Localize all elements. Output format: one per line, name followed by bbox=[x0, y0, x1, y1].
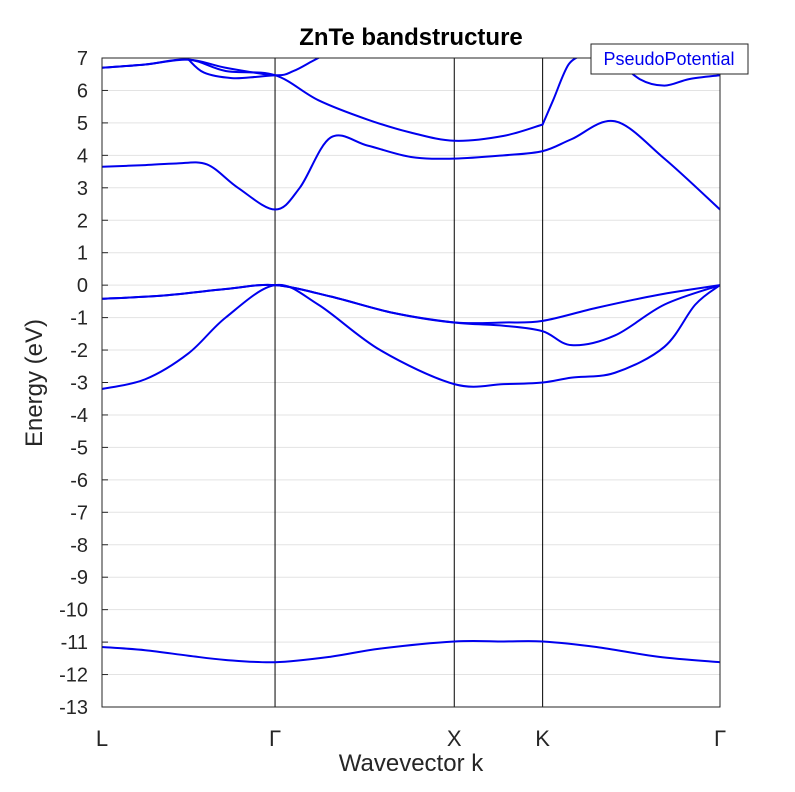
y-tick-label: -4 bbox=[70, 405, 88, 427]
y-tick-label: 7 bbox=[77, 48, 88, 70]
x-tick-label: Γ bbox=[269, 726, 281, 751]
y-tick-label: -2 bbox=[70, 340, 88, 362]
y-tick-label: 4 bbox=[77, 145, 88, 167]
chart-title: ZnTe bandstructure bbox=[299, 24, 523, 51]
x-axis-label: Wavevector k bbox=[339, 750, 484, 777]
y-tick-label: 0 bbox=[77, 275, 88, 297]
legend-box bbox=[590, 43, 749, 75]
y-tick-label: -11 bbox=[61, 632, 88, 654]
y-tick-label: -3 bbox=[70, 373, 88, 395]
y-tick-label: -5 bbox=[70, 437, 88, 459]
y-tick-label: 5 bbox=[77, 113, 88, 135]
band-line bbox=[102, 58, 544, 142]
band-curves bbox=[102, 58, 720, 664]
y-tick-label: -6 bbox=[70, 470, 88, 492]
band-line bbox=[102, 639, 720, 664]
y-tick-label: -7 bbox=[70, 502, 88, 524]
band-line bbox=[102, 283, 720, 390]
y-tick-label: 2 bbox=[77, 210, 88, 232]
x-tick-label: Γ bbox=[714, 726, 726, 751]
y-tick-label: -10 bbox=[59, 600, 88, 622]
legend-entry: PseudoPotential bbox=[603, 49, 734, 69]
y-axis-label: Energy (eV) bbox=[21, 319, 48, 447]
band-line bbox=[102, 58, 321, 77]
y-tick-label: 3 bbox=[77, 178, 88, 200]
band-line bbox=[102, 283, 720, 347]
x-tick-label: L bbox=[96, 726, 108, 751]
y-tick-label: 1 bbox=[77, 243, 88, 265]
y-tick-labels: 7 6 5 4 3 2 1 0 -1 -2 -3 -4 -5 -6 -7 -8 -9 -10 -11 -12 -13 bbox=[59, 48, 88, 719]
x-tick-label: X bbox=[447, 726, 462, 751]
y-tick-label: 6 bbox=[77, 80, 88, 102]
x-tick-label: K bbox=[535, 726, 550, 751]
band-line bbox=[187, 58, 277, 80]
plot-frame bbox=[101, 57, 721, 708]
y-tick-label: -9 bbox=[70, 567, 88, 589]
y-tick-label: -8 bbox=[70, 535, 88, 557]
y-tick-label: -12 bbox=[59, 665, 88, 687]
y-tick-label: -1 bbox=[70, 308, 88, 330]
band-line bbox=[102, 283, 720, 325]
grid-lines bbox=[102, 57, 720, 708]
band-line bbox=[102, 119, 720, 211]
legend: PseudoPotential bbox=[590, 43, 749, 75]
y-tick-label: -13 bbox=[59, 697, 88, 719]
band-line bbox=[541, 58, 579, 126]
